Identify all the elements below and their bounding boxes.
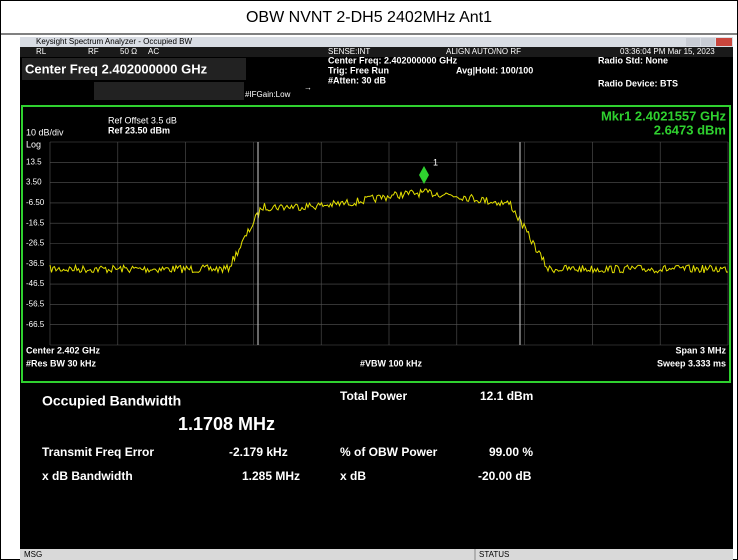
ref-level: Ref 23.50 dBm [108,125,170,135]
xdb-bw-label: x dB Bandwidth [42,469,133,483]
freq-error-value: -2.179 kHz [229,445,288,459]
center-freq-big: Center Freq 2.402000000 GHz [25,61,208,76]
toolbar-rl: RL [36,47,47,56]
sweep: Sweep 3.333 ms [657,358,726,368]
toolbar-rf: RF [88,47,99,56]
marker-id: 1 [433,157,438,167]
plot-frame [21,105,731,383]
y-label: 13.5 [26,157,42,166]
radio-std: Radio Std: None [598,55,668,65]
y-label: -16.5 [26,218,45,227]
y-label: -36.5 [26,259,45,268]
window-title: Keysight Spectrum Analyzer - Occupied BW [36,37,193,46]
y-label: -66.5 [26,320,45,329]
status-bar [20,549,733,560]
max-button[interactable] [701,38,715,46]
total-power-value: 12.1 dBm [480,389,533,403]
min-button[interactable] [686,38,700,46]
status-status: STATUS [479,550,509,559]
y-label: -46.5 [26,279,45,288]
res-bw: #Res BW 30 kHz [26,358,97,368]
center-freq: Center Freq: 2.402000000 GHz [328,55,458,65]
obw-power-label: % of OBW Power [340,445,438,459]
ifgain: #IFGain:Low [245,90,291,99]
avg-hold: Avg|Hold: 100/100 [456,65,533,75]
toolbar-impedance: 50 Ω [120,47,137,56]
trace [49,188,729,274]
xdb-value: -20.00 dB [478,469,532,483]
trig: Trig: Free Run [328,65,389,75]
toolbar-coupling: AC [148,47,159,56]
toolbar-time: 03:36:04 PM Mar 15, 2023 [620,47,715,56]
xdb-bw-value: 1.285 MHz [242,469,300,483]
marker-freq: Mkr1 2.4021557 GHz [601,108,727,123]
marker-diamond [419,166,429,184]
ref-offset: Ref Offset 3.5 dB [108,115,177,125]
total-power-label: Total Power [340,389,407,403]
center-freq-box [22,58,246,80]
y-label: 3.50 [26,178,42,187]
vbw: #VBW 100 kHz [360,358,423,368]
y-label: -56.5 [26,300,45,309]
toolbar [20,47,733,57]
center: Center 2.402 GHz [26,345,101,355]
occupied-bw-label: Occupied Bandwidth [42,393,181,409]
marker-value: 2.6473 dBm [654,122,726,137]
toolbar-align: ALIGN AUTO/NO RF [446,47,521,56]
graticule [49,141,729,346]
status-msg: MSG [24,550,42,559]
occupied-bw-value: 1.1708 MHz [178,414,275,434]
radio-device: Radio Device: BTS [598,78,678,88]
span: Span 3 MHz [675,345,726,355]
freq-error-label: Transmit Freq Error [42,445,154,459]
toolbar-sense: SENSE:INT [328,47,370,56]
softkey-box [94,82,244,100]
obw-power-value: 99.00 % [489,445,533,459]
page-title: OBW NVNT 2-DH5 2402MHz Ant1 [246,9,492,26]
xdb-label: x dB [340,469,366,483]
log: Log [26,139,41,149]
atten: #Atten: 30 dB [328,75,387,85]
y-label: -26.5 [26,239,45,248]
scale: 10 dB/div [26,127,64,137]
arrow-icon: → [304,83,312,92]
window-titlebar [20,37,733,47]
y-label: -6.50 [26,198,45,207]
close-button[interactable] [716,38,732,46]
